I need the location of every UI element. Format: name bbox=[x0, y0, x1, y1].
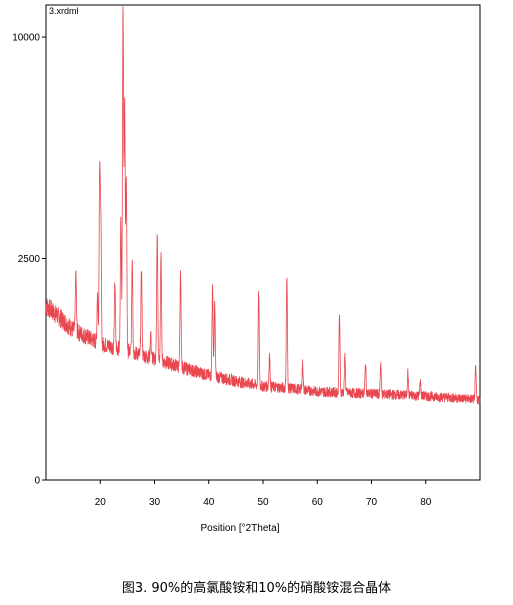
x-tick-label: 30 bbox=[149, 497, 161, 508]
x-tick-label: 20 bbox=[95, 497, 107, 508]
x-tick-label: 60 bbox=[312, 497, 324, 508]
y-tick-label: 10000 bbox=[12, 33, 40, 44]
x-tick-label: 70 bbox=[366, 497, 378, 508]
y-tick-label: 0 bbox=[34, 476, 40, 487]
y-axis: 0 2500 10000 bbox=[12, 33, 46, 487]
x-tick-label: 40 bbox=[203, 497, 215, 508]
y-tick-label: 2500 bbox=[18, 254, 41, 265]
x-axis-title: Position [°2Theta] bbox=[200, 523, 279, 534]
x-axis: 20 30 40 50 60 70 80 bbox=[95, 480, 432, 508]
plot-frame bbox=[45, 4, 481, 481]
x-tick-label: 50 bbox=[257, 497, 269, 508]
file-label: 3.xrdml bbox=[49, 6, 79, 16]
xrd-chart: 0 2500 10000 20 30 40 50 60 70 80 3.xrdml Positi… bbox=[12, 4, 481, 534]
figure-caption: 图3. 90%的高氯酸铵和10%的硝酸铵混合晶体 bbox=[121, 581, 392, 596]
series-line bbox=[45, 6, 481, 405]
x-tick-label: 80 bbox=[420, 497, 432, 508]
